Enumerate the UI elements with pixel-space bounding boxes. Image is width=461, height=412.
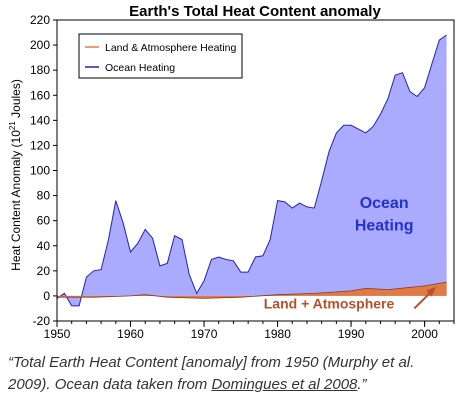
figure-caption: “Total Earth Heat Content [anomaly] from… — [8, 352, 454, 396]
land-atmosphere-area — [57, 282, 447, 299]
y-tick-label: 60 — [37, 214, 51, 228]
heat-content-chart: Earth's Total Heat Content anomaly -20 0 2… — [8, 3, 455, 341]
y-tick-label: 0 — [43, 289, 50, 303]
ocean-heating-annotation: Ocean — [360, 195, 409, 212]
y-tick-label: 120 — [30, 138, 50, 152]
x-tick-label: 2000 — [411, 327, 438, 341]
x-tick-label: 1950 — [44, 327, 71, 341]
y-axis-label: Heat Content Anomaly (1021 Joules) — [8, 79, 23, 271]
land-atmosphere-line — [57, 281, 447, 299]
y-tick-label: 20 — [37, 264, 51, 278]
y-tick-label: 140 — [30, 113, 50, 127]
legend: Land & Atmosphere Heating Ocean Heating — [78, 33, 243, 79]
x-tick-label: 1970 — [191, 327, 218, 341]
x-tick-label: 1990 — [338, 327, 365, 341]
y-tick-label: 180 — [30, 63, 50, 77]
ocean-heating-line — [56, 34, 447, 307]
ocean-heating-annotation: Heating — [355, 218, 414, 235]
y-tick-label: 160 — [30, 88, 50, 102]
x-tick-label: 1980 — [264, 327, 291, 341]
y-tick-label: -20 — [33, 314, 51, 328]
y-tick-label: 80 — [37, 189, 51, 203]
land-atmosphere-annotation: Land + Atmosphere — [264, 295, 395, 311]
chart-title: Earth's Total Heat Content anomaly — [129, 3, 381, 20]
ocean-heating-area — [57, 35, 447, 306]
annotation-arrowhead — [426, 286, 437, 297]
legend-entry: Land & Atmosphere Heating — [105, 42, 236, 54]
caption-text: “Total Earth Heat Content [anomaly] from… — [8, 354, 415, 393]
caption-end: .” — [357, 376, 367, 393]
legend-frame — [78, 33, 243, 79]
y-tick-label: 100 — [30, 164, 50, 178]
y-tick-label: 220 — [30, 13, 50, 27]
x-tick-label: 1960 — [117, 327, 144, 341]
legend-entry: Ocean Heating — [105, 62, 175, 74]
y-tick-label: 40 — [37, 239, 51, 253]
caption-link[interactable]: Domingues et al 2008 — [211, 376, 358, 393]
y-tick-label: 200 — [30, 38, 50, 52]
